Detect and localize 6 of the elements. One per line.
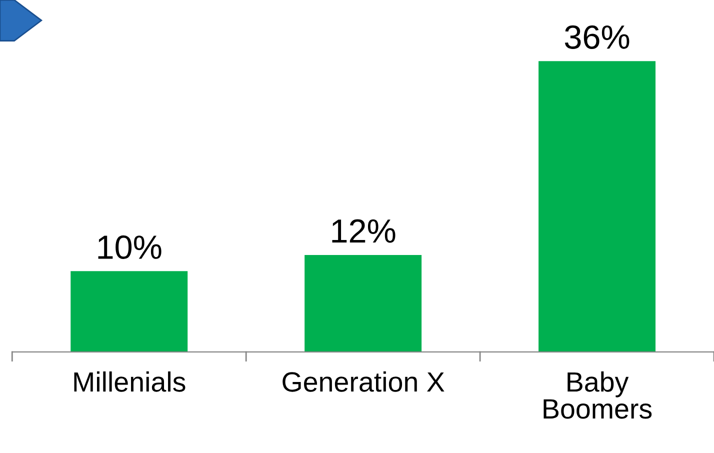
x-tick-label: Millenials <box>74 371 186 392</box>
data-label: 10% <box>98 235 162 260</box>
data-label: 12% <box>332 219 396 243</box>
x-tick-label: Baby Boomers <box>544 371 652 419</box>
data-label: 36% <box>564 25 630 49</box>
x-tick-label: Generation X <box>282 371 444 392</box>
